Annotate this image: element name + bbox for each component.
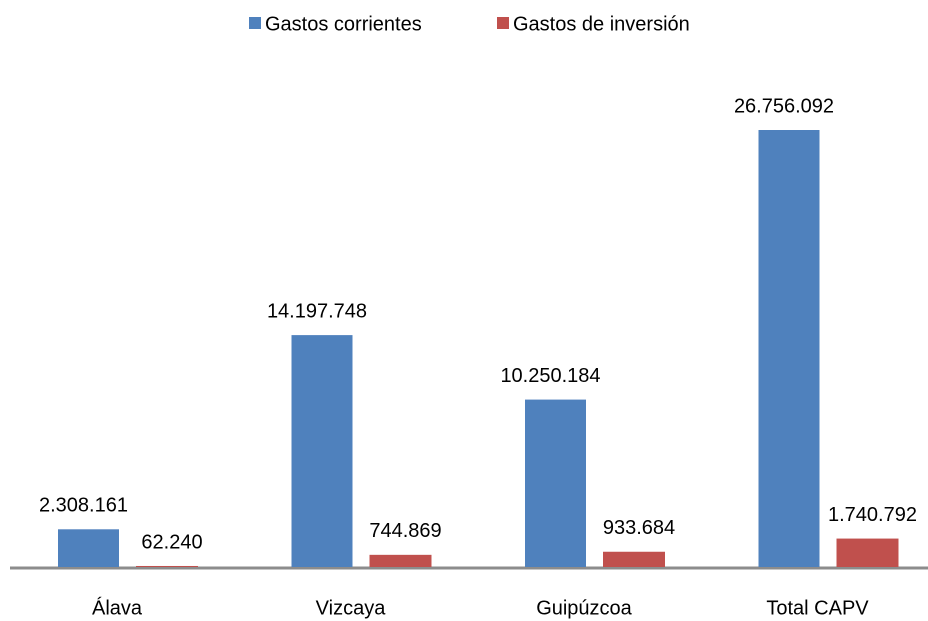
- data-label: 2.308.161: [39, 495, 128, 517]
- bar: [603, 551, 665, 567]
- data-label: 933.684: [603, 517, 675, 539]
- data-label: 14.197.748: [267, 300, 367, 322]
- x-tick-label: Álava: [92, 596, 143, 619]
- x-tick-label: Total CAPV: [766, 597, 869, 619]
- legend-swatch: [249, 17, 261, 29]
- data-label: 10.250.184: [500, 365, 600, 387]
- bar: [136, 565, 198, 567]
- x-tick-label: Vizcaya: [316, 597, 387, 619]
- data-label: 62.240: [141, 531, 202, 553]
- legend-swatch: [497, 17, 509, 29]
- bar: [291, 335, 353, 567]
- bar: [836, 538, 899, 567]
- bar: [758, 130, 820, 567]
- data-label: 26.756.092: [734, 95, 834, 117]
- legend-label: Gastos corrientes: [265, 13, 422, 35]
- legend-label: Gastos de inversión: [513, 13, 690, 35]
- bar: [58, 529, 119, 567]
- bar: [525, 399, 586, 567]
- data-label: 1.740.792: [828, 504, 917, 526]
- data-label: 744.869: [369, 520, 441, 542]
- x-tick-label: Guipúzcoa: [536, 597, 632, 619]
- bar: [369, 554, 432, 567]
